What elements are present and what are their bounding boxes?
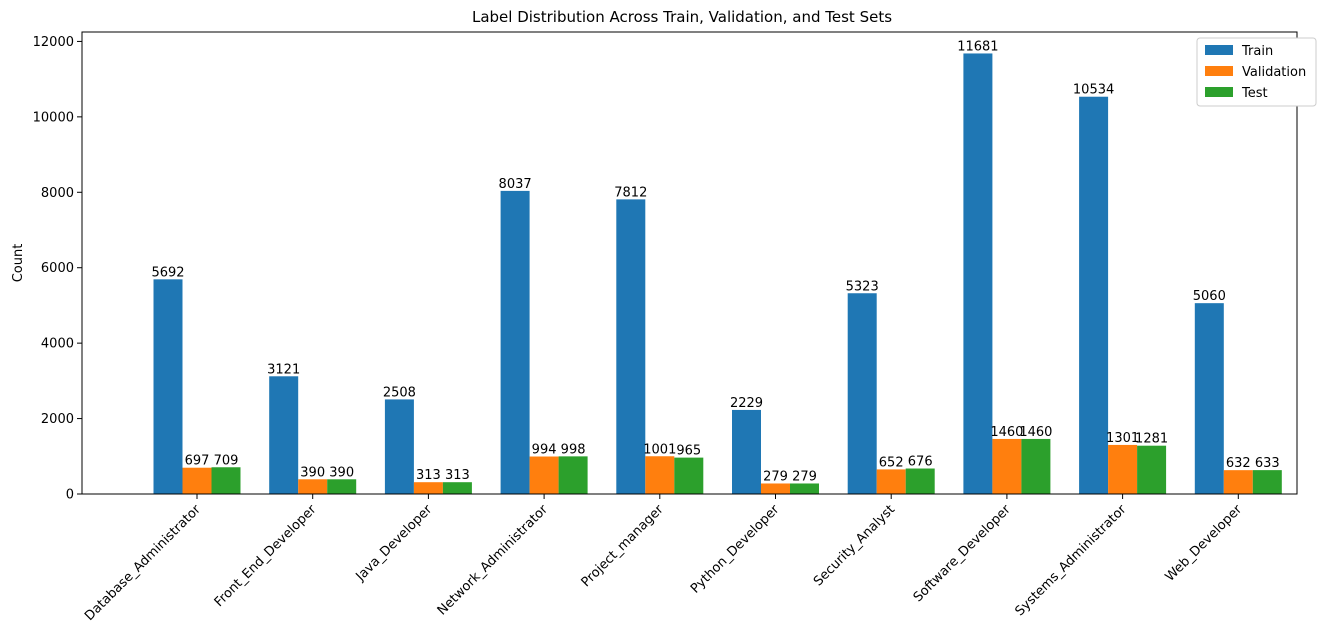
plot-frame	[81, 31, 1298, 495]
bar-value-label-validation-7: 1460	[990, 425, 1023, 440]
bar-value-label-test-1: 390	[329, 465, 354, 480]
bar-test-2	[442, 482, 472, 494]
bar-value-label-test-5: 279	[792, 469, 817, 484]
x-tick-label: Web_Developer	[1163, 502, 1246, 585]
bar-labels-group: 5692 3121 2508 8037 7812 2229 5323 11681 10534 50…	[151, 39, 1279, 484]
bar-validation-8	[1108, 444, 1138, 494]
bar-validation-9	[1223, 470, 1253, 494]
bar-value-label-test-8: 1281	[1135, 432, 1168, 447]
y-axis-ticks: 0 2000 4000 6000 8000 10000 12000	[33, 35, 82, 503]
bar-value-label-validation-9: 632	[1226, 456, 1251, 471]
legend-swatch-test	[1205, 87, 1233, 97]
bar-train-2	[384, 399, 414, 494]
bar-train-3	[500, 190, 530, 494]
y-tick-label: 0	[66, 488, 74, 503]
bar-value-label-validation-1: 390	[300, 465, 325, 480]
bar-test-3	[558, 456, 588, 494]
bar-validation-5	[761, 483, 790, 494]
bar-value-label-validation-0: 697	[185, 454, 210, 469]
bar-value-label-test-9: 633	[1255, 456, 1280, 471]
bar-value-label-train-1: 3121	[267, 362, 300, 377]
bar-value-label-train-0: 5692	[151, 265, 184, 280]
bar-test-4	[674, 457, 704, 494]
y-tick-label: 6000	[41, 261, 74, 276]
legend-label-test: Test	[1241, 86, 1268, 101]
x-tick-label: Java_Developer	[353, 502, 436, 585]
bar-test-6	[905, 468, 935, 494]
y-tick-label: 10000	[33, 110, 74, 125]
bar-test-1	[327, 479, 357, 494]
legend-label-train: Train	[1241, 44, 1273, 59]
bar-value-label-test-3: 998	[561, 442, 586, 457]
bar-train-9	[1194, 303, 1224, 494]
bar-test-7	[1021, 438, 1051, 494]
bar-value-label-validation-6: 652	[879, 455, 904, 470]
x-tick-label: Security_Analyst	[811, 502, 898, 589]
bar-value-label-test-6: 676	[908, 455, 933, 470]
bar-validation-6	[876, 469, 906, 494]
bar-test-0	[211, 467, 241, 494]
x-tick-label: Python_Developer	[688, 502, 783, 597]
y-tick-label: 2000	[41, 412, 74, 427]
x-tick-label: Project_manager	[579, 502, 667, 590]
bar-train-4	[616, 199, 646, 494]
y-tick-label: 12000	[33, 35, 74, 50]
x-tick-label: Front_End_Developer	[212, 502, 320, 610]
bar-validation-0	[182, 467, 212, 494]
x-tick-label: Systems_Administrator	[1012, 502, 1129, 619]
x-axis-ticks: Database_Administrator Front_End_Develope…	[82, 494, 1246, 624]
bar-test-8	[1137, 445, 1167, 494]
bar-validation-2	[413, 482, 443, 494]
bar-value-label-train-4: 7812	[614, 185, 647, 200]
bar-validation-3	[529, 456, 559, 494]
bars-group	[153, 53, 1282, 495]
legend: Train Validation Test	[1196, 37, 1317, 107]
bar-validation-7	[992, 438, 1022, 494]
bar-value-label-test-0: 709	[214, 453, 239, 468]
bar-value-label-train-7: 11681	[957, 39, 998, 54]
bar-value-label-train-6: 5323	[846, 279, 879, 294]
bar-value-label-train-3: 8037	[499, 177, 532, 192]
bar-test-9	[1252, 470, 1282, 494]
bar-value-label-test-4: 965	[676, 444, 701, 459]
bar-train-7	[963, 53, 993, 495]
y-tick-label: 8000	[41, 186, 74, 201]
x-tick-label: Software_Developer	[911, 502, 1014, 605]
bar-value-label-validation-4: 1001	[643, 442, 676, 457]
bar-value-label-validation-8: 1301	[1106, 431, 1139, 446]
x-tick-label: Network_Administrator	[435, 502, 552, 619]
y-axis-label: Count	[11, 244, 26, 283]
bar-train-0	[153, 279, 183, 494]
bar-train-8	[1079, 96, 1109, 494]
chart-title: Label Distribution Across Train, Validat…	[472, 8, 892, 26]
bar-value-label-validation-3: 994	[532, 443, 557, 458]
legend-swatch-train	[1205, 45, 1233, 55]
bar-value-label-test-7: 1460	[1019, 425, 1052, 440]
y-tick-label: 4000	[41, 337, 74, 352]
bar-value-label-validation-5: 279	[763, 469, 788, 484]
legend-label-validation: Validation	[1242, 65, 1306, 80]
bar-value-label-train-9: 5060	[1193, 289, 1226, 304]
bar-train-5	[732, 409, 761, 494]
legend-swatch-validation	[1205, 66, 1233, 76]
bar-validation-1	[298, 479, 328, 494]
bar-value-label-train-2: 2508	[383, 385, 416, 400]
bar-value-label-train-8: 10534	[1073, 83, 1114, 98]
bar-test-5	[790, 483, 819, 494]
bar-value-label-test-2: 313	[445, 468, 470, 483]
bar-value-label-train-5: 2229	[730, 396, 763, 411]
bar-train-6	[847, 293, 877, 494]
bar-value-label-validation-2: 313	[416, 468, 441, 483]
x-tick-label: Database_Administrator	[82, 502, 204, 624]
bar-train-1	[269, 376, 299, 494]
bar-validation-4	[645, 456, 675, 494]
